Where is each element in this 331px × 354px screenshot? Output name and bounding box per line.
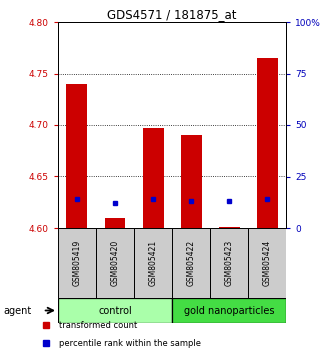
Text: GSM805422: GSM805422 xyxy=(187,240,196,286)
Bar xyxy=(105,218,125,228)
Bar xyxy=(58,228,96,298)
Bar xyxy=(172,228,210,298)
Bar xyxy=(58,298,172,323)
Bar xyxy=(257,58,278,228)
Text: GSM805423: GSM805423 xyxy=(225,240,234,286)
Bar xyxy=(134,228,172,298)
Title: GDS4571 / 181875_at: GDS4571 / 181875_at xyxy=(107,8,237,21)
Bar xyxy=(143,128,164,228)
Text: GSM805421: GSM805421 xyxy=(149,240,158,286)
Bar xyxy=(210,228,248,298)
Bar xyxy=(67,84,87,228)
Bar xyxy=(181,135,202,228)
Text: GSM805420: GSM805420 xyxy=(111,240,119,286)
Text: percentile rank within the sample: percentile rank within the sample xyxy=(59,339,201,348)
Bar xyxy=(219,227,240,228)
Text: transformed count: transformed count xyxy=(59,321,137,330)
Text: gold nanoparticles: gold nanoparticles xyxy=(184,306,274,315)
Bar xyxy=(248,228,286,298)
Bar xyxy=(96,228,134,298)
Text: GSM805424: GSM805424 xyxy=(263,240,272,286)
Text: control: control xyxy=(98,306,132,315)
Bar xyxy=(172,298,286,323)
Text: agent: agent xyxy=(3,306,31,315)
Text: GSM805419: GSM805419 xyxy=(72,240,81,286)
